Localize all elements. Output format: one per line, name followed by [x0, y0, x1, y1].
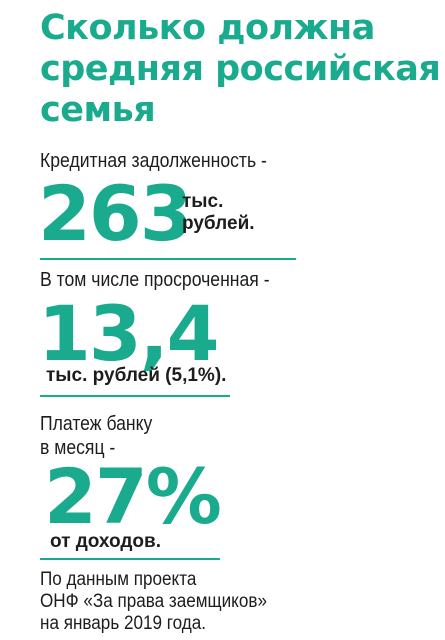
overdue-debt-unit: тыс. рублей (5,1%).: [46, 365, 227, 386]
overdue-debt-label: В том числе просроченная -: [40, 269, 270, 291]
divider-line: [40, 258, 296, 260]
overdue-debt-value: 13,4: [38, 289, 220, 378]
source-line: ОНФ «За права заемщиков»: [40, 591, 267, 612]
monthly-payment-label-line-1: Платеж банку: [40, 413, 153, 435]
divider-line: [40, 558, 220, 560]
source-note: По данным проекта ОНФ «За права заемщико…: [40, 569, 267, 635]
credit-debt-unit-line-1: тыс.: [182, 191, 224, 212]
credit-debt-unit-line-2: рублей.: [182, 213, 255, 234]
monthly-payment-unit: от доходов.: [50, 531, 161, 552]
credit-debt-value: 263: [38, 169, 193, 258]
credit-debt-label: Кредитная задолженность -: [40, 150, 267, 172]
monthly-payment-value: 27%: [44, 452, 222, 541]
monthly-payment-label-line-2: в месяц -: [40, 437, 116, 459]
title-line: Сколько должна: [40, 8, 375, 48]
title-line: средняя российская: [40, 49, 441, 89]
infographic-title: Сколько должна средняя российская семья: [40, 8, 441, 131]
source-line: на январь 2019 года.: [40, 613, 207, 634]
title-line: семья: [40, 90, 156, 130]
source-line: По данным проекта: [40, 569, 197, 590]
divider-line: [40, 395, 230, 397]
